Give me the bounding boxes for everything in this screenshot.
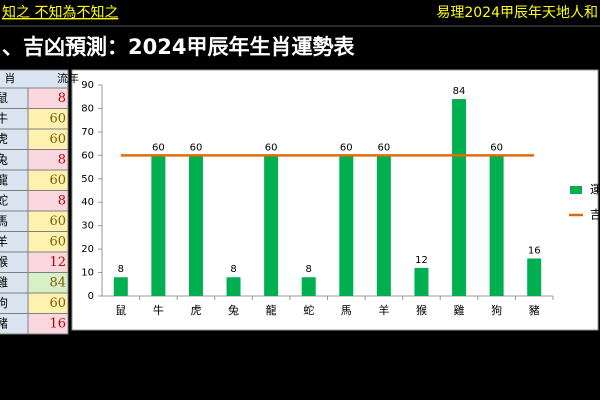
table-cell-value: 84: [49, 275, 66, 290]
bar: [113, 277, 128, 296]
header-left: 知之 不知為不知之: [2, 4, 118, 21]
table-cell-value: 8: [58, 152, 66, 167]
table-cell-text: 羊: [0, 233, 8, 248]
header-right: 易理2024甲辰年天地人和: [436, 5, 598, 21]
table-cell-text: 豬: [0, 316, 8, 330]
data-label: 8: [118, 264, 124, 275]
x-tick-label: 牛: [153, 303, 164, 317]
bar: [151, 155, 166, 296]
x-tick-label: 龍: [266, 303, 277, 317]
table-cell-text: 雞: [0, 275, 8, 289]
table-cell-text: 狗: [0, 296, 8, 310]
y-tick-label: 40: [81, 197, 94, 208]
y-tick-label: 90: [81, 80, 94, 91]
data-label: 84: [453, 86, 466, 97]
y-tick-label: 80: [81, 103, 94, 114]
y-tick-label: 10: [81, 268, 94, 279]
x-tick-label: 蛇: [303, 303, 314, 317]
bar: [527, 258, 542, 296]
table-cell-value: 60: [49, 234, 66, 249]
table-header: 肖: [5, 71, 16, 85]
table-header: 流年: [57, 71, 79, 85]
x-tick-label: 豬: [529, 303, 540, 317]
data-label: 60: [265, 142, 278, 153]
bar: [452, 99, 467, 296]
table-cell-text: 龍: [0, 172, 8, 187]
table-cell-value: 16: [49, 316, 66, 331]
x-tick-label: 虎: [190, 304, 201, 317]
x-tick-label: 馬: [341, 304, 352, 317]
x-tick-label: 兔: [228, 303, 239, 317]
table-cell-text: 牛: [0, 110, 8, 125]
y-tick-label: 60: [81, 150, 94, 161]
data-label: 60: [152, 142, 165, 153]
table-cell: [27, 313, 69, 335]
bar: [188, 155, 203, 296]
y-tick-label: 50: [81, 174, 94, 185]
x-tick-label: 狗: [491, 304, 502, 317]
table-cell-text: 虎: [0, 132, 8, 146]
x-tick-label: 鼠: [115, 303, 126, 317]
table-cell-value: 12: [49, 255, 66, 270]
y-tick-label: 70: [81, 127, 94, 138]
x-tick-label: 猴: [416, 303, 427, 317]
table-cell-value: 8: [58, 193, 66, 208]
x-tick-label: 羊: [378, 303, 389, 317]
table-cell-text: 鼠: [0, 91, 8, 105]
bar: [301, 277, 316, 296]
table-cell-text: 蛇: [0, 192, 8, 207]
legend-swatch: [570, 186, 582, 194]
data-label: 60: [378, 142, 391, 153]
y-tick-label: 0: [88, 291, 94, 302]
data-label: 12: [415, 255, 428, 266]
table-cell-value: 60: [49, 111, 66, 126]
legend-label: 運: [590, 183, 600, 197]
data-label: 16: [528, 245, 541, 256]
data-label: 60: [190, 142, 203, 153]
table-cell-value: 60: [49, 132, 66, 147]
data-label: 8: [230, 264, 236, 275]
bar: [414, 267, 429, 296]
table-cell-value: 8: [58, 91, 66, 106]
bar: [376, 155, 391, 296]
bar: [226, 277, 241, 296]
y-tick-label: 20: [81, 244, 94, 255]
chart-area: [71, 69, 599, 331]
bar: [339, 155, 354, 296]
table-cell-value: 60: [49, 296, 66, 311]
table-cell-value: 60: [49, 214, 66, 229]
table-cell-value: 60: [49, 173, 66, 188]
data-label: 60: [490, 142, 503, 153]
data-label: 8: [306, 264, 312, 275]
table-cell-text: 兔: [0, 151, 8, 166]
legend-label: 吉: [590, 208, 600, 222]
y-tick-label: 30: [81, 221, 94, 232]
bar: [264, 155, 279, 296]
table-cell-text: 猴: [0, 255, 8, 269]
table-cell-text: 馬: [0, 214, 8, 228]
slide-title: 、吉凶預測：2024甲辰年生肖運勢表: [2, 35, 355, 59]
data-label: 60: [340, 142, 353, 153]
x-tick-label: 雞: [454, 303, 465, 317]
bar: [489, 155, 504, 296]
